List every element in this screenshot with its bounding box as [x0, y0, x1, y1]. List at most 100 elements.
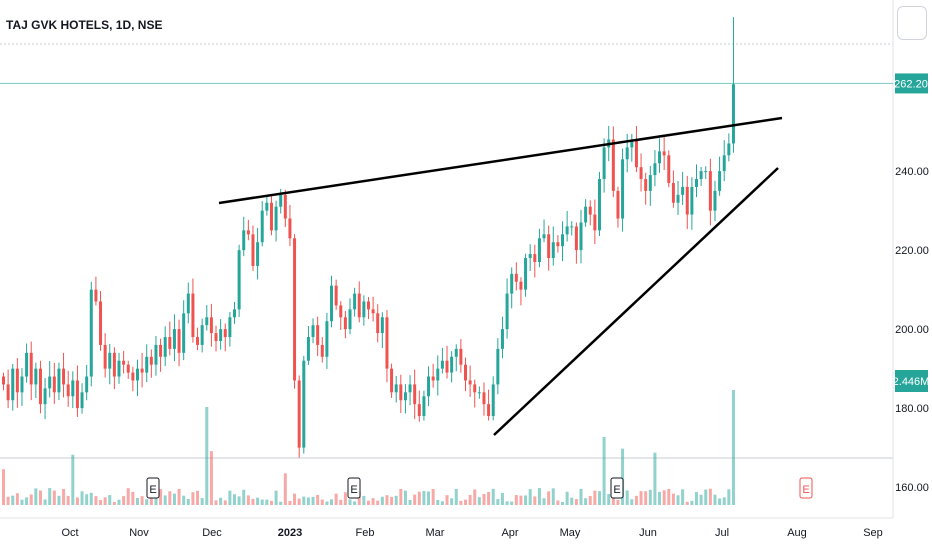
candle-body — [43, 388, 47, 405]
volume-bar — [579, 488, 583, 505]
candle-body — [658, 151, 662, 164]
candle-body — [191, 293, 195, 338]
candle-body — [172, 329, 176, 349]
volume-bar — [366, 500, 370, 505]
volume-bar — [473, 489, 477, 505]
candle-body — [182, 313, 186, 353]
volume-bar — [330, 499, 334, 505]
candle-body — [459, 348, 463, 365]
volume-bar — [362, 495, 366, 505]
candle-body — [616, 190, 620, 219]
candle-body — [602, 147, 606, 180]
volume-bar — [708, 488, 712, 505]
candle-body — [293, 238, 297, 381]
candle-body — [500, 329, 504, 349]
candle-body — [561, 234, 565, 247]
volume-bar — [588, 495, 592, 505]
candle-body — [85, 376, 89, 393]
candle-body — [413, 384, 417, 405]
volume-bar — [385, 495, 389, 505]
volume-bar — [450, 498, 454, 505]
volume-bar — [431, 489, 435, 505]
volume-bar — [214, 500, 218, 505]
volume-bar — [561, 501, 565, 505]
last-price-badge — [895, 73, 928, 94]
volume-bar — [547, 491, 551, 505]
volume-bar — [71, 454, 75, 505]
volume-bar — [209, 451, 213, 505]
candle-body — [695, 179, 698, 187]
volume-bar — [487, 491, 491, 505]
volume-bar — [667, 488, 671, 505]
volume-bar — [34, 488, 38, 505]
candle-body — [681, 186, 685, 195]
time-axis[interactable]: Oct Nov Dec 2023 Feb Mar Apr May Jun Jul Aug Sep — [61, 527, 882, 539]
last-volume-label: 2.446M — [893, 376, 930, 388]
volume-bar — [459, 500, 463, 505]
volume-bar — [658, 491, 662, 505]
volume-bar — [297, 498, 301, 505]
candle-body — [108, 352, 112, 369]
volume-bar — [565, 491, 569, 505]
volume-bar — [293, 493, 297, 505]
volume-bar — [602, 437, 606, 505]
candle-body — [168, 337, 172, 349]
volume-bar — [306, 497, 310, 505]
volume-bar — [149, 493, 153, 505]
volume-bar — [727, 489, 731, 505]
volume-bar — [29, 494, 33, 505]
candle-body — [334, 285, 338, 306]
candle-body — [704, 171, 708, 173]
candle-body — [103, 344, 107, 369]
candle-body — [330, 285, 334, 322]
candle-body — [699, 171, 703, 180]
volume-bar — [25, 497, 29, 505]
volume-bar — [237, 496, 241, 505]
volume-bar — [2, 469, 5, 505]
chart-settings-button[interactable] — [897, 6, 927, 40]
volume-bar — [89, 492, 93, 505]
volume-bar — [325, 501, 329, 505]
volume-bar — [279, 501, 283, 505]
candle-body — [533, 254, 537, 262]
candle-body — [551, 242, 555, 259]
volume-bar — [399, 489, 403, 505]
candle-body — [528, 254, 532, 259]
candle-body — [408, 384, 412, 393]
volume-bar — [570, 497, 574, 505]
earnings-marker-label: E — [149, 484, 156, 496]
volume-bar — [38, 490, 42, 505]
x-tick-label: Sep — [863, 527, 883, 539]
candle-body — [228, 317, 232, 338]
candle-body — [145, 356, 149, 373]
volume-bar — [464, 499, 467, 505]
price-axis[interactable]: 160.00 180.00 200.00 220.00 240.00 262.20 2.44… — [893, 73, 930, 494]
resistance-trendline — [218, 116, 783, 205]
volume-bar — [200, 498, 204, 505]
y-tick-label: 160.00 — [895, 482, 929, 494]
candle-body — [140, 368, 144, 373]
volume-bar — [542, 498, 546, 505]
candle-body — [708, 171, 712, 211]
candle-body — [66, 384, 70, 397]
x-tick-label: 2023 — [278, 527, 302, 539]
volume-bar — [126, 488, 130, 505]
trendlines[interactable] — [218, 116, 783, 436]
candle-body — [246, 230, 250, 235]
volume-bar — [159, 489, 163, 505]
volume-bar — [57, 495, 61, 505]
candle-body — [20, 376, 24, 393]
volume-bar — [491, 488, 495, 505]
candle-body — [371, 309, 375, 314]
candle-body — [71, 380, 75, 397]
volume-bar — [496, 499, 500, 505]
candle-body — [514, 273, 518, 282]
candle-body — [556, 242, 560, 247]
volume-bar — [48, 488, 52, 505]
volume-bar — [454, 488, 458, 505]
volume-bar — [625, 490, 629, 505]
candle-body — [62, 368, 66, 385]
candle-body — [223, 329, 227, 338]
